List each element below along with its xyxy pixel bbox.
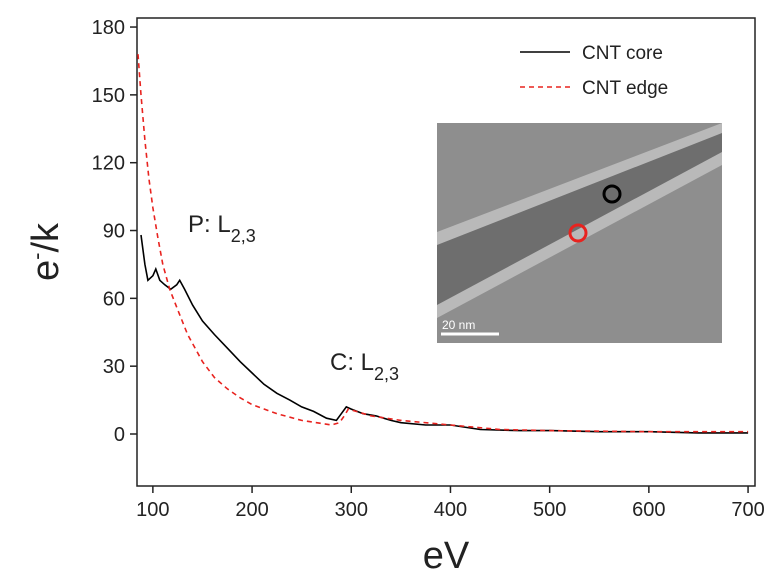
annotation-text: P: L — [188, 211, 231, 238]
series-line — [137, 54, 749, 433]
x-tick-label: 100 — [136, 499, 169, 521]
y-axis-title-sup: - — [24, 253, 49, 260]
annotation-text: C: L — [330, 349, 374, 376]
annotation: C: L2,3 — [330, 349, 399, 384]
legend-label: CNT edge — [582, 78, 668, 99]
y-tick-label: 0 — [114, 424, 125, 446]
plot-frame — [136, 17, 756, 487]
x-tick-label: 500 — [533, 499, 566, 521]
y-tick-label: 120 — [92, 153, 125, 175]
x-tick-label: 700 — [731, 499, 764, 521]
x-tick-label: 400 — [434, 499, 467, 521]
y-tick-label: 60 — [103, 288, 125, 310]
y-axis-title-rest: /k — [25, 222, 67, 253]
x-tick-label: 300 — [335, 499, 368, 521]
y-tick-label: 30 — [103, 356, 125, 378]
core-marker — [602, 184, 622, 204]
x-tick-label: 600 — [632, 499, 665, 521]
scale-label: 20 nm — [442, 318, 475, 332]
annotation: P: L2,3 — [188, 211, 256, 246]
edge-marker — [568, 223, 588, 243]
x-axis-title: eV — [423, 535, 470, 577]
y-axis-title-base: e — [25, 260, 67, 281]
y-tick-label: 90 — [103, 221, 125, 243]
series-line — [140, 234, 749, 434]
inset-image: 20 nm — [437, 123, 722, 343]
annotation-sub: 2,3 — [374, 364, 399, 384]
annotation-sub: 2,3 — [231, 226, 256, 246]
y-tick-label: 180 — [92, 17, 125, 39]
legend-label: CNT core — [582, 43, 663, 64]
y-tick-label: 150 — [92, 85, 125, 107]
y-axis-title: e-/k — [24, 222, 67, 281]
x-tick-label: 200 — [235, 499, 268, 521]
tube-core — [437, 133, 722, 305]
